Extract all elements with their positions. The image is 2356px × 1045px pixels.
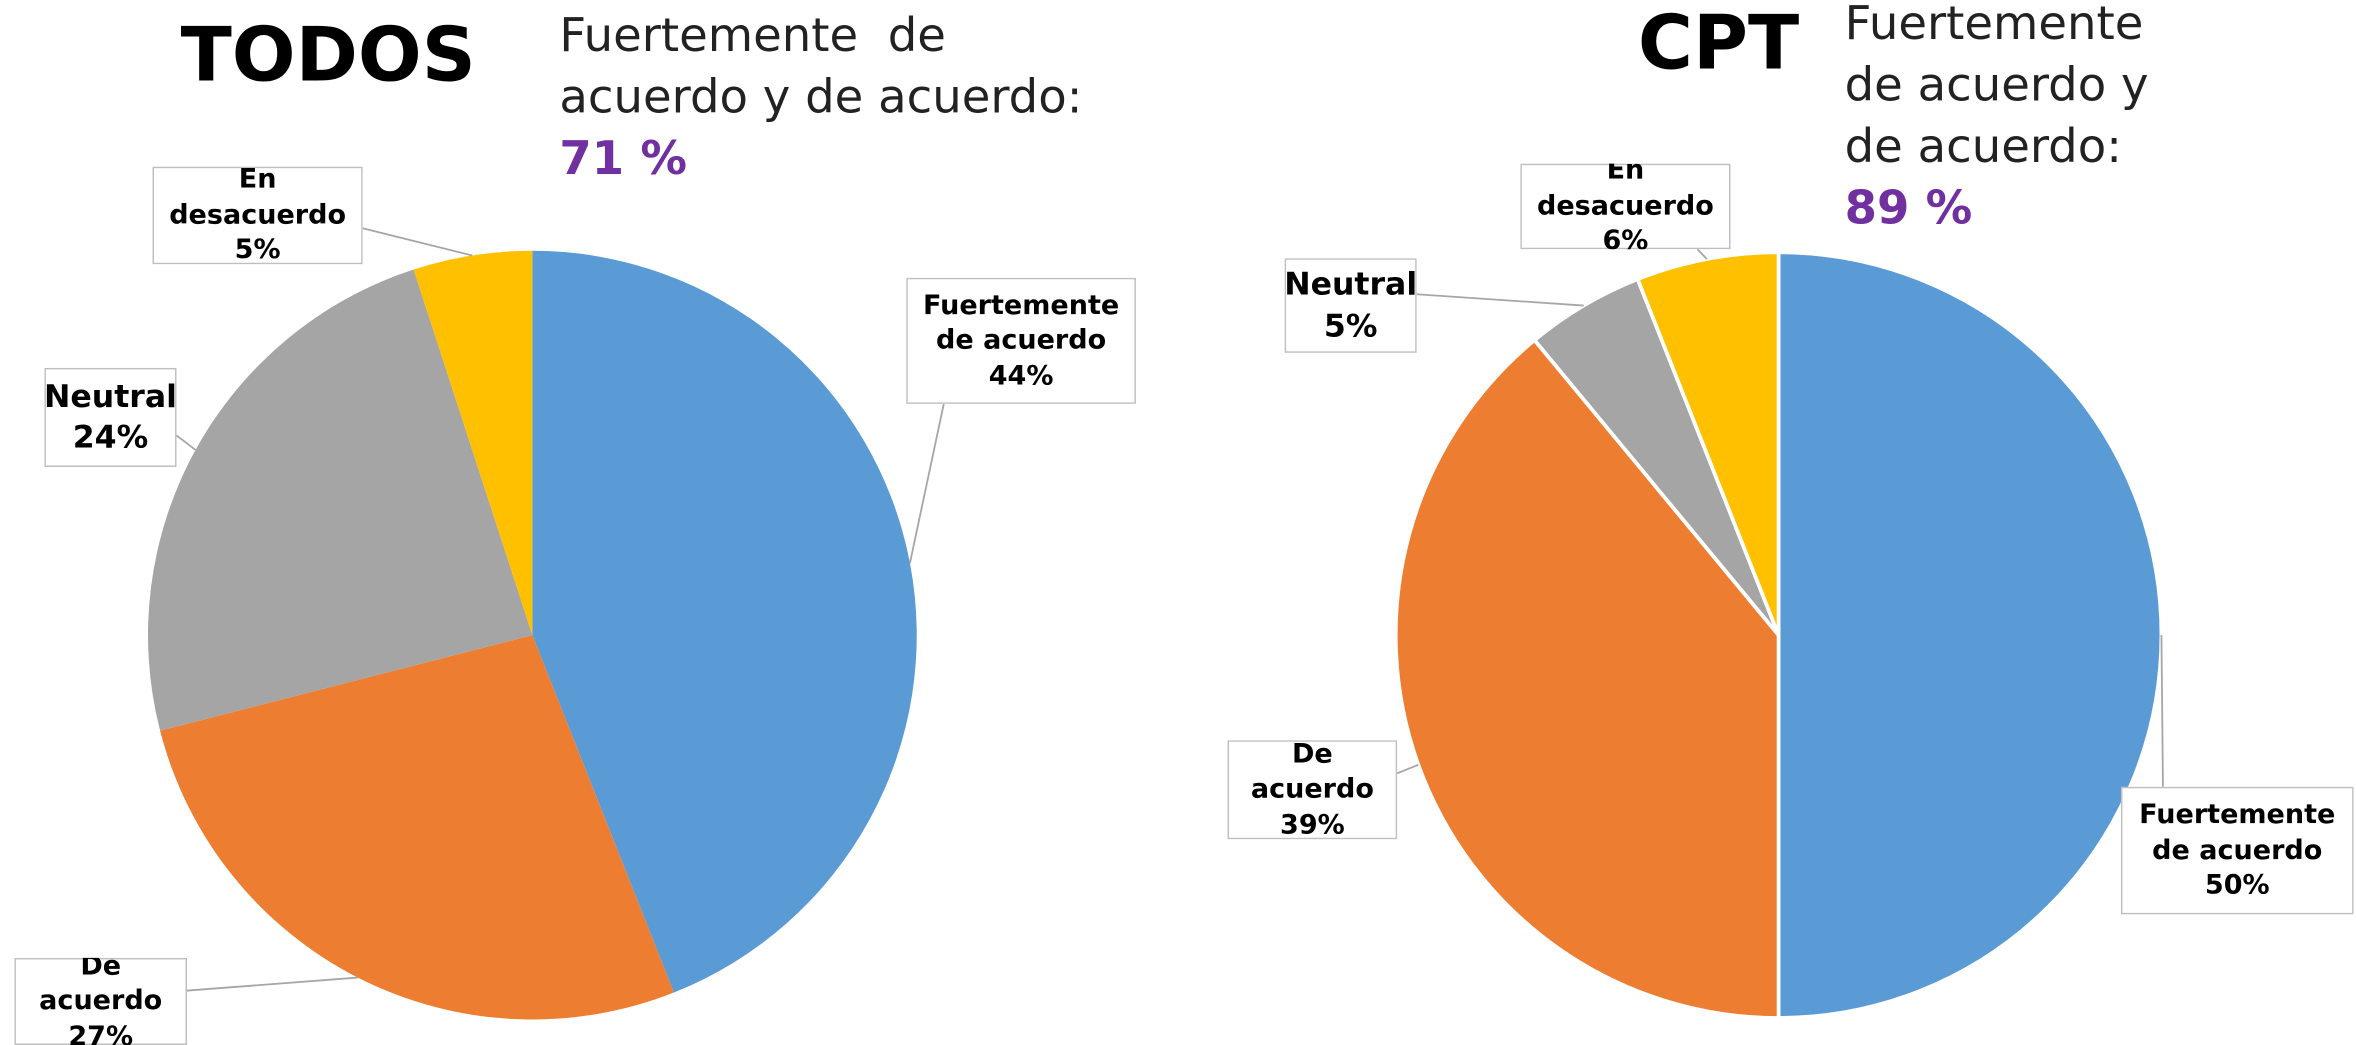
leader-line: [2160, 635, 2164, 787]
data-label-box: En desacuerdo 6%: [1520, 163, 1731, 250]
data-label: Neutral 24%: [44, 367, 177, 467]
label-value: 39%: [1280, 808, 1345, 840]
data-label-box: De acuerdo 27%: [14, 957, 188, 1045]
pie-slice: [160, 635, 674, 1020]
leader-line: [362, 227, 473, 257]
chart-title: TODOS: [181, 11, 476, 99]
label-value: 27%: [68, 1020, 134, 1045]
pie-chart: TODOS Fuertemente de acuerdo y de acuerdo…: [14, 6, 1145, 1045]
label-category: Neutral: [1284, 266, 1417, 303]
pie-slice: [148, 269, 533, 731]
pie-slice: [1635, 250, 1781, 636]
annotation: Fuertemente de acuerdo y de acuerdo: 71 …: [559, 6, 1145, 190]
pie-slice: [413, 250, 533, 636]
data-label-box: Neutral 24%: [44, 367, 177, 467]
label-category: En desacuerdo: [1537, 163, 1714, 222]
pie-slice: [532, 250, 917, 993]
data-label-box: Neutral 5%: [1284, 258, 1417, 353]
label-category: De acuerdo: [39, 957, 163, 1017]
label-category: Fuertemente de acuerdo: [922, 289, 1120, 357]
data-label: Fuertemente de acuerdo 44%: [906, 277, 1136, 404]
label-value: 6%: [1602, 225, 1649, 250]
data-label: De acuerdo 39%: [1227, 740, 1398, 840]
data-label: De acuerdo 27%: [14, 957, 188, 1045]
leader-line: [1696, 248, 1708, 260]
data-label: En desacuerdo 5%: [152, 166, 363, 265]
leader-line: [1396, 763, 1419, 775]
chart-title: CPT: [1638, 0, 1799, 87]
annotation-box: Fuertemente de acuerdo y de acuerdo: 89 …: [1845, 0, 2168, 240]
leader-line: [182, 976, 358, 992]
annotation-box: Fuertemente de acuerdo y de acuerdo: 71 …: [559, 6, 1145, 190]
leader-line: [175, 434, 197, 451]
data-label: Fuertemente de acuerdo 50%: [2120, 786, 2354, 915]
annotation-value: 89 %: [1844, 181, 1973, 236]
annotation-text: Fuertemente de acuerdo y de acuerdo:: [559, 9, 1083, 125]
label-category: De acuerdo: [1250, 740, 1374, 806]
data-label: En desacuerdo 6%: [1520, 163, 1731, 250]
data-label: Neutral 5%: [1284, 258, 1417, 353]
leader-line: [909, 403, 945, 564]
annotation-text: Fuertemente de acuerdo y de acuerdo:: [1844, 0, 2164, 174]
label-value: 5%: [1323, 307, 1378, 344]
label-category: Neutral: [44, 377, 177, 414]
pie-slice: [1393, 337, 1781, 1020]
label-value: 44%: [988, 359, 1054, 392]
label-value: 24%: [72, 418, 149, 455]
label-category: Fuertemente de acuerdo: [2139, 799, 2336, 867]
label-value: 50%: [2204, 869, 2270, 902]
annotation: Fuertemente de acuerdo y de acuerdo: 89 …: [1845, 0, 2168, 240]
label-category: En desacuerdo: [169, 166, 347, 231]
pie-chart: CPT Fuertemente de acuerdo y de acuerdo: …: [1227, 0, 2354, 1020]
label-value: 5%: [234, 234, 281, 265]
pie-slice: [1776, 250, 2164, 1020]
annotation-value: 71 %: [559, 131, 688, 186]
leader-line: [1416, 293, 1584, 307]
